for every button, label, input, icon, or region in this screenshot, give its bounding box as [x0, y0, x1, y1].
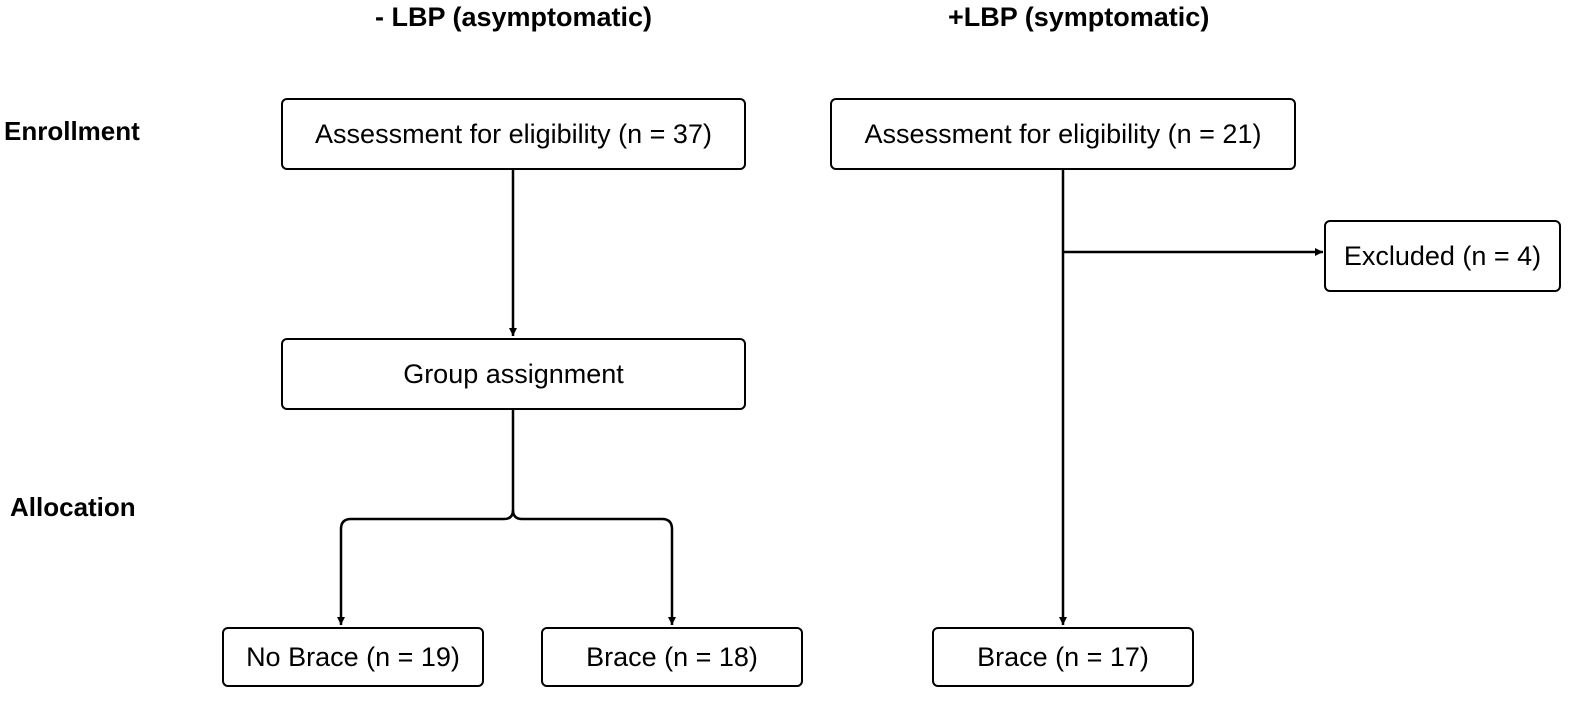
box-left-assessment: Assessment for eligibility (n = 37) — [281, 98, 746, 170]
box-right-assessment: Assessment for eligibility (n = 21) — [830, 98, 1296, 170]
split-connector-right — [511, 509, 676, 625]
box-excluded: Excluded (n = 4) — [1324, 220, 1561, 292]
box-excluded-label: Excluded (n = 4) — [1343, 240, 1542, 271]
box-left-assessment-label: Assessment for eligibility (n = 37) — [315, 118, 712, 149]
box-no-brace-label: No Brace (n = 19) — [246, 641, 460, 672]
box-group-assignment-label: Group assignment — [403, 358, 624, 389]
box-left-brace: Brace (n = 18) — [541, 627, 803, 687]
column-heading-asymptomatic: - LBP (asymptomatic) — [375, 2, 653, 32]
box-no-brace: No Brace (n = 19) — [222, 627, 484, 687]
box-right-brace-label: Brace (n = 17) — [977, 641, 1149, 672]
column-heading-symptomatic: +LBP (symptomatic) — [948, 2, 1210, 32]
box-right-assessment-label: Assessment for eligibility (n = 21) — [864, 118, 1262, 149]
stage-label-enrollment: Enrollment — [4, 116, 140, 146]
split-connector — [337, 410, 515, 625]
stage-label-allocation: Allocation — [10, 492, 136, 522]
box-group-assignment: Group assignment — [281, 338, 746, 410]
box-left-brace-label: Brace (n = 18) — [586, 641, 758, 672]
box-right-brace: Brace (n = 17) — [932, 627, 1194, 687]
